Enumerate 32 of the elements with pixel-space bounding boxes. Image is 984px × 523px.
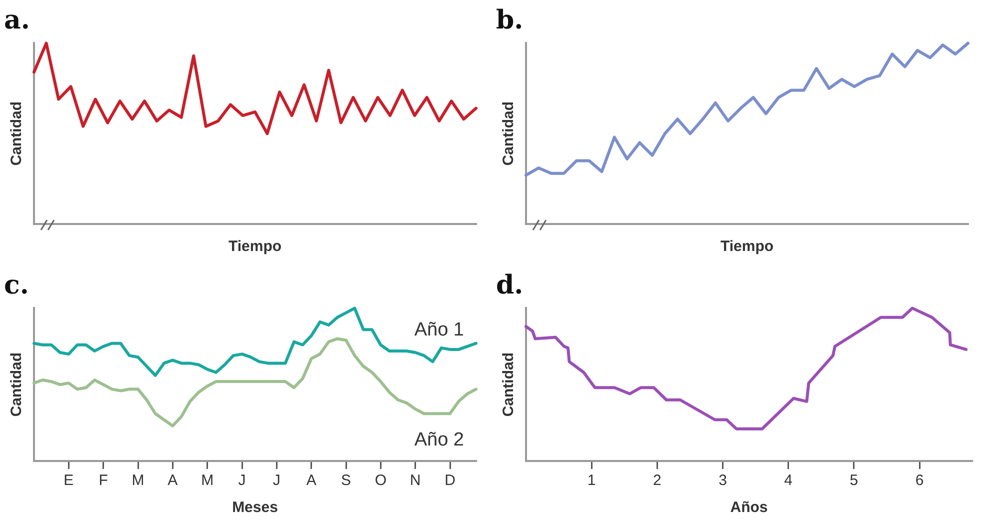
y-axis-title: Cantidad <box>500 102 518 166</box>
x-tick-label: N <box>410 472 421 490</box>
x-tick-label: F <box>98 472 108 490</box>
chart-title: b. <box>496 5 524 36</box>
y-axis-title: Cantidad <box>8 352 26 417</box>
series-label: Año 1 <box>414 320 464 341</box>
x-tick-label: E <box>64 472 74 490</box>
x-tick-label: 4 <box>784 472 793 490</box>
x-axis-title: Años <box>730 499 768 516</box>
series-label: Año 2 <box>414 430 464 451</box>
x-tick-label: A <box>306 472 316 490</box>
chart-title: a. <box>4 5 30 36</box>
x-axis-title: Meses <box>232 499 278 516</box>
x-tick-label: 3 <box>718 472 727 490</box>
y-axis-title: Cantidad <box>8 102 26 166</box>
x-tick-label: 6 <box>915 472 924 490</box>
chart-title: c. <box>4 270 29 300</box>
x-tick-label: A <box>168 472 178 490</box>
x-tick-label: 2 <box>653 472 662 490</box>
x-tick-label: 1 <box>587 472 596 490</box>
x-tick-label: S <box>340 472 352 490</box>
x-tick-label: 5 <box>850 472 858 490</box>
x-tick-label: M <box>201 472 214 490</box>
x-tick-label: J <box>238 472 246 490</box>
x-axis-title: Tiempo <box>720 238 774 256</box>
x-tick-label: D <box>444 472 456 490</box>
x-tick-label: M <box>132 472 144 490</box>
y-axis-title: Cantidad <box>500 352 518 417</box>
x-tick-label: J <box>272 472 280 490</box>
x-axis-title: Tiempo <box>228 238 282 256</box>
chart-title: d. <box>496 270 524 300</box>
x-tick-label: O <box>374 472 387 490</box>
